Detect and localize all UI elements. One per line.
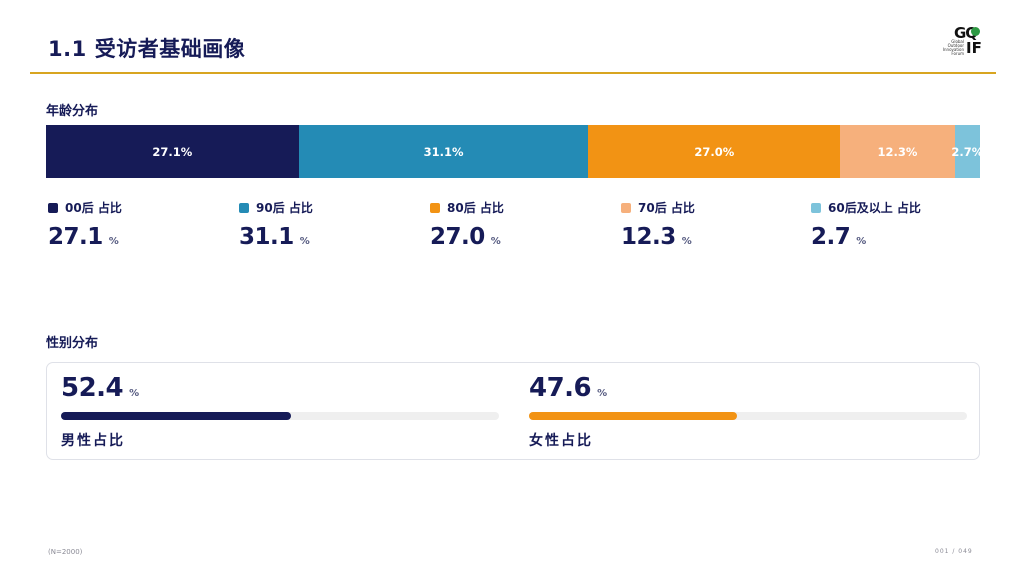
legend-unit: % xyxy=(490,236,501,247)
gqif-logo: GQ Global Outdoor Innovation Forum IF xyxy=(940,26,990,60)
legend-unit: % xyxy=(856,236,867,247)
age-segment-1: 27.1% xyxy=(46,125,299,178)
age-legend-item-1: 00后 占比 27.1% xyxy=(48,199,122,250)
gender-label-1: 男性占比 xyxy=(61,433,125,449)
legend-label: 90后 占比 xyxy=(256,201,313,215)
gender-value-1: 52.4% xyxy=(61,373,139,403)
legend-swatch xyxy=(239,202,249,213)
header-divider xyxy=(30,72,996,74)
legend-label: 70后 占比 xyxy=(638,201,695,215)
gender-label-2: 女性占比 xyxy=(529,433,593,449)
gender-value-unit: % xyxy=(597,388,608,399)
logo-wordmark: Global Outdoor Innovation Forum xyxy=(942,39,964,56)
age-legend-item-5: 60后及以上 占比 2.7% xyxy=(811,199,921,250)
gender-bar-track-1 xyxy=(61,412,499,420)
legend-swatch xyxy=(430,202,440,213)
legend-swatch xyxy=(621,202,631,213)
section-title: 受访者基础画像 xyxy=(94,37,246,61)
legend-value: 31.1 xyxy=(239,224,294,250)
legend-label: 00后 占比 xyxy=(65,201,122,215)
age-legend-item-2: 90后 占比 31.1% xyxy=(239,199,313,250)
legend-value: 27.1 xyxy=(48,224,103,250)
legend-value: 2.7 xyxy=(811,224,851,250)
legend-swatch xyxy=(48,202,58,213)
legend-value: 27.0 xyxy=(430,224,485,250)
gender-bar-track-2 xyxy=(529,412,967,420)
gender-value-number: 52.4 xyxy=(61,373,124,403)
age-legend-item-4: 70后 占比 12.3% xyxy=(621,199,695,250)
page-title: 1.1 受访者基础画像 xyxy=(48,33,245,63)
age-section-title: 年龄分布 xyxy=(46,104,99,119)
age-legend-item-3: 80后 占比 27.0% xyxy=(430,199,504,250)
gender-value-number: 47.6 xyxy=(529,373,592,403)
age-segment-4: 12.3% xyxy=(840,125,955,178)
gender-bar-fill-2 xyxy=(529,412,738,420)
legend-unit: % xyxy=(681,236,692,247)
page-indicator: 001 / 049 xyxy=(935,548,973,555)
legend-swatch xyxy=(811,202,821,213)
age-segment-2: 31.1% xyxy=(298,125,589,178)
age-segment-3: 27.0% xyxy=(588,125,841,178)
legend-label: 60后及以上 占比 xyxy=(828,201,921,215)
legend-unit: % xyxy=(108,236,119,247)
legend-value: 12.3 xyxy=(621,224,676,250)
gender-value-unit: % xyxy=(129,388,140,399)
logo-green-dot xyxy=(971,27,980,36)
logo-bottom-letters: IF xyxy=(966,39,982,57)
gender-bar-fill-1 xyxy=(61,412,291,420)
gender-section-title: 性别分布 xyxy=(46,336,99,351)
gender-value-2: 47.6% xyxy=(529,373,607,403)
section-number: 1.1 xyxy=(48,37,87,61)
sample-size-note: (N=2000) xyxy=(48,548,83,556)
age-stacked-bar: 27.1% 31.1% 27.0% 12.3% 2.7% xyxy=(46,125,983,178)
age-segment-5: 2.7% xyxy=(951,125,983,178)
gender-card: 52.4% 男性占比 47.6% 女性占比 xyxy=(46,362,980,460)
legend-label: 80后 占比 xyxy=(447,201,504,215)
legend-unit: % xyxy=(299,236,310,247)
